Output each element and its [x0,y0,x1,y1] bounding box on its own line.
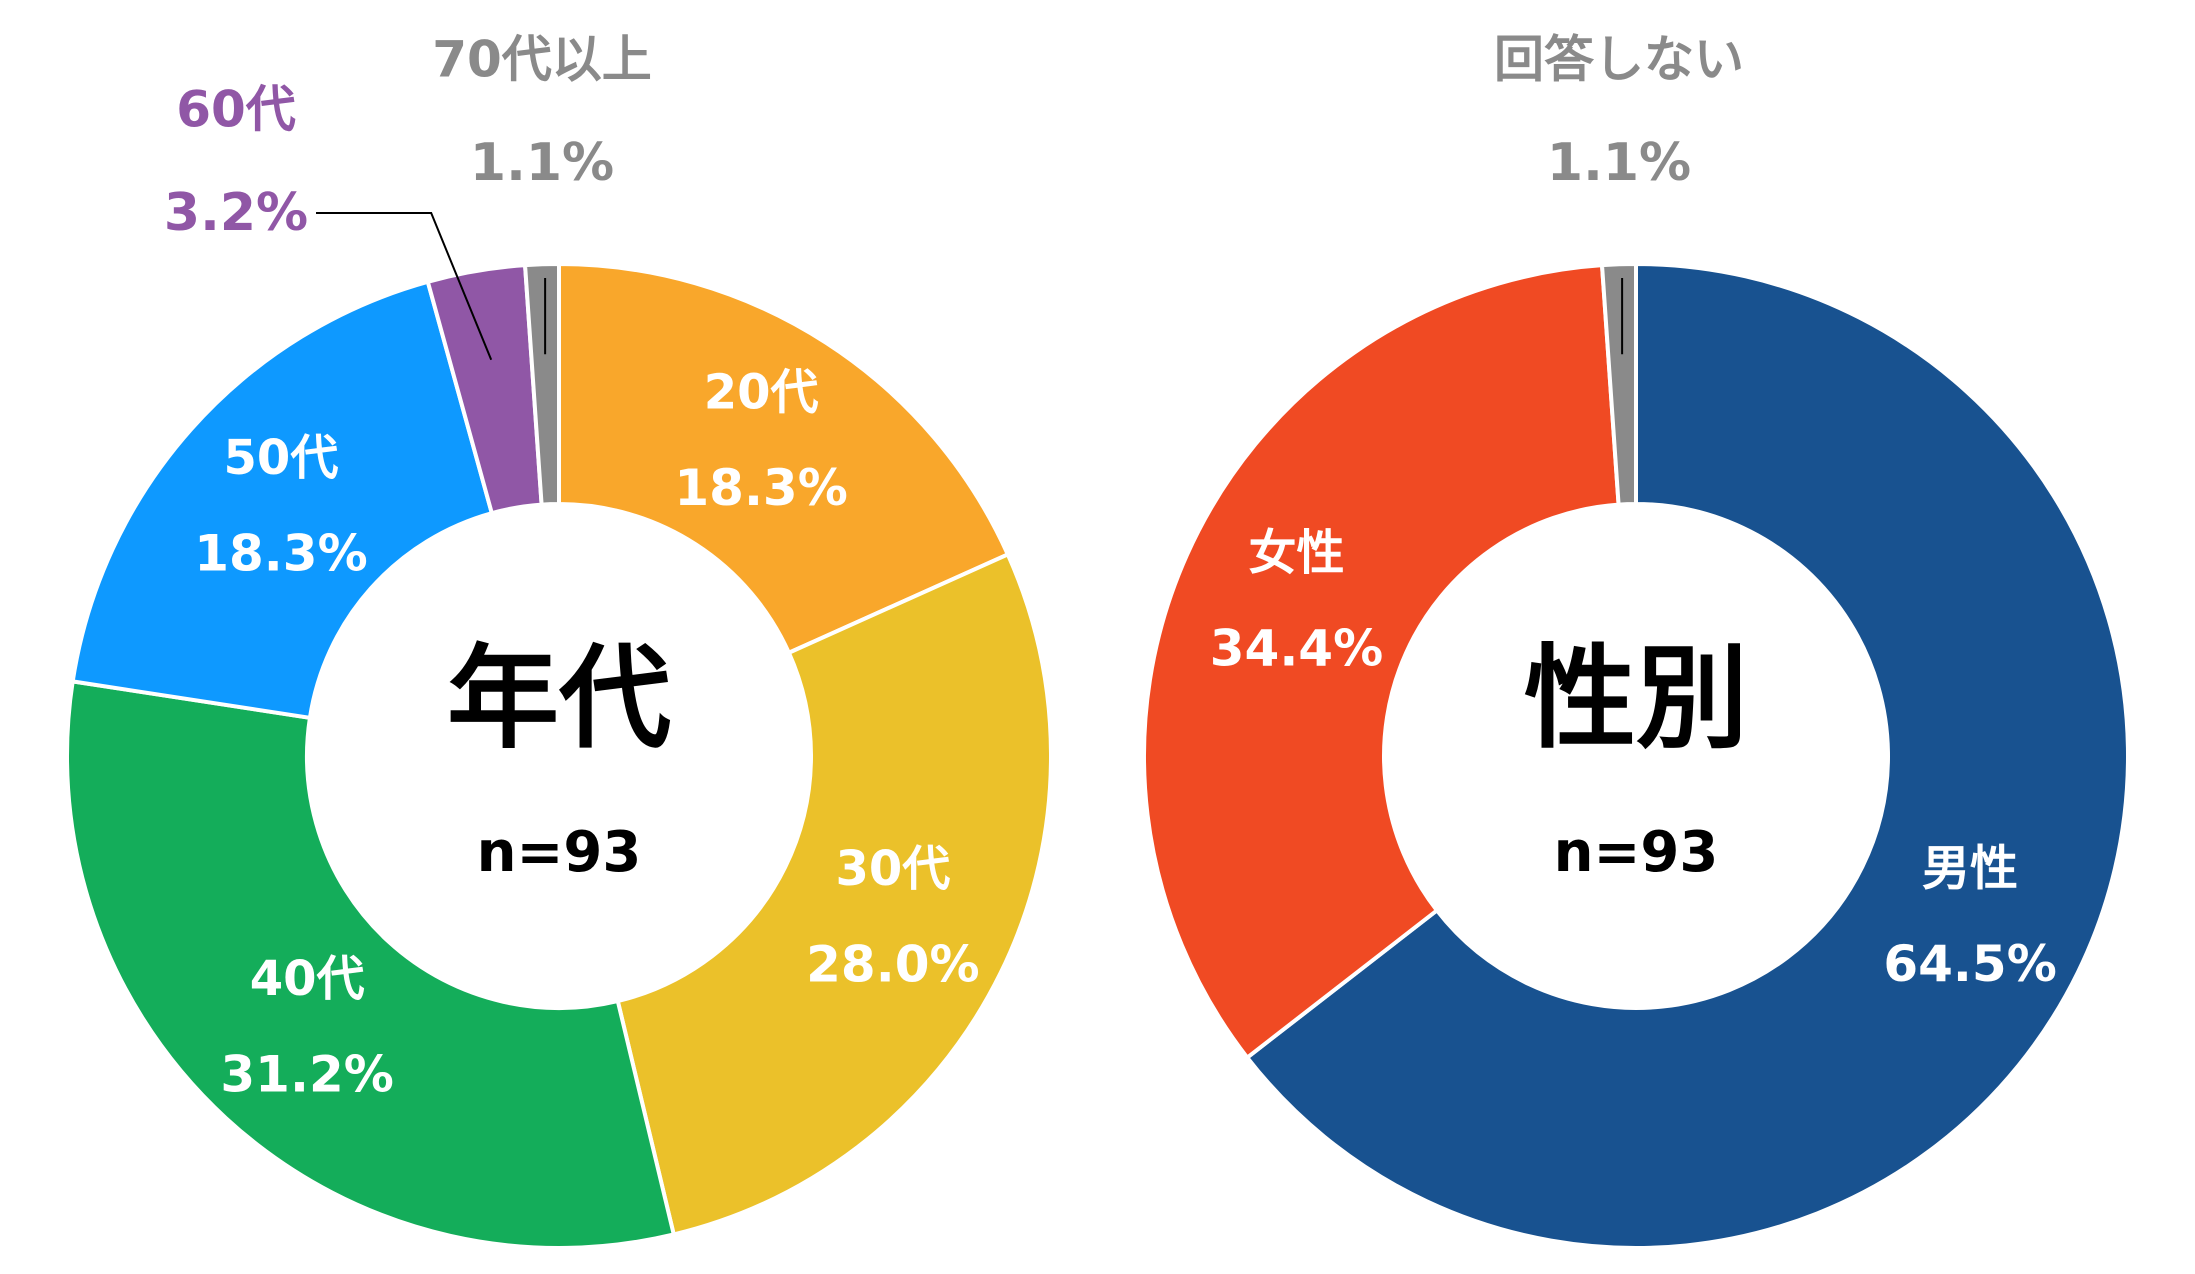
slice [522,261,561,507]
slice [65,679,677,1250]
value-label: 18.3% [674,459,847,517]
value-label: 18.3% [194,524,367,582]
value-label: 31.2% [220,1045,393,1103]
value-label: 3.2% [164,183,308,243]
slice [70,279,495,721]
value-label: 64.5% [1883,935,2056,993]
chart-title: 性別 [1524,634,1748,764]
slice [1142,263,1621,1061]
slice-label: 女性 [1248,525,1344,581]
slice-label: 40代 [250,951,365,1007]
slice [1599,261,1638,507]
slice-label: 30代 [835,841,950,897]
slice [1244,261,2130,1250]
slice [615,551,1053,1237]
slice-label: 50代 [224,430,339,486]
chart-title: 年代 [447,634,671,764]
value-label: 28.0% [806,936,979,994]
slice-label: 20代 [704,365,819,421]
value-label: 1.1% [470,133,614,193]
chart-subtitle: n=93 [477,820,642,885]
value-label: 34.4% [1210,619,1383,677]
leader-line [316,212,493,361]
slice-label: 男性 [1922,841,2018,897]
slice-label: 60代 [176,81,296,139]
slice-label: 70代以上 [432,31,652,89]
value-label: 1.1% [1547,133,1691,193]
slice-label: 回答しない [1494,31,1744,89]
slice [557,261,1011,656]
chart-subtitle: n=93 [1554,820,1719,885]
